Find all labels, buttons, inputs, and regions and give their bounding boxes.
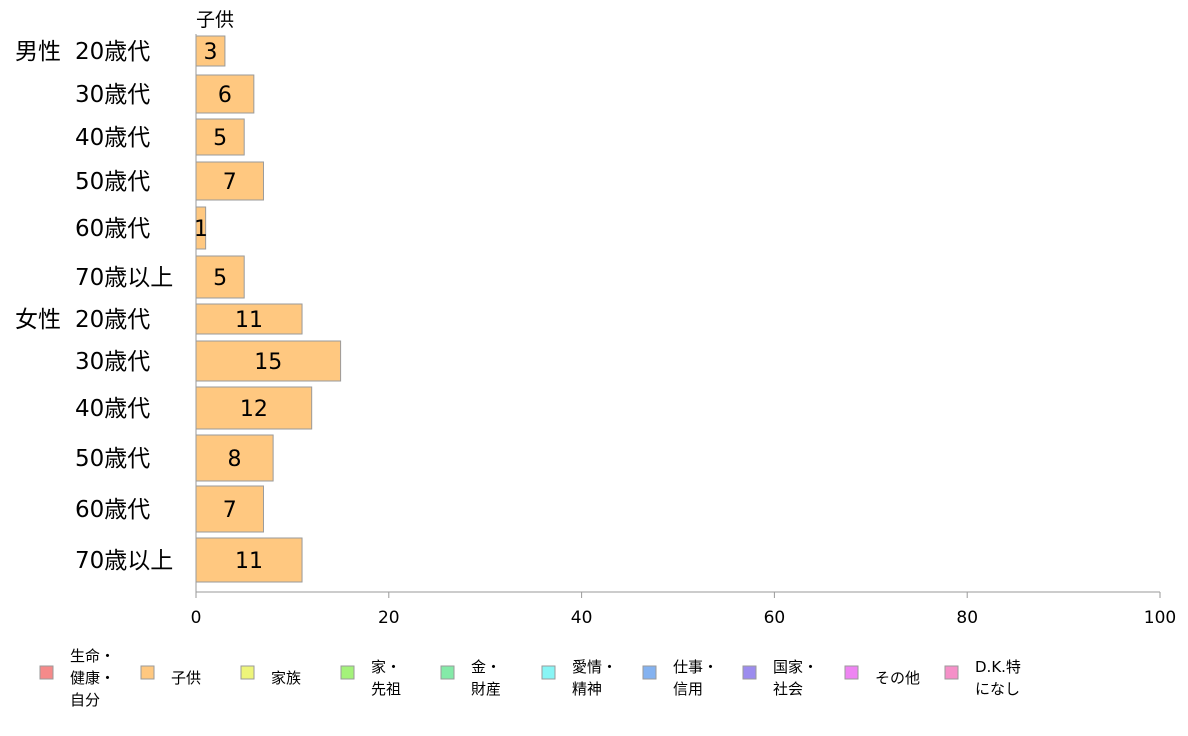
bar	[195, 537, 303, 583]
group-label: 男性	[15, 39, 61, 65]
category-label: 50歳代	[75, 446, 150, 472]
x-tick-label: 80	[956, 608, 978, 628]
bar	[195, 74, 255, 114]
bar	[195, 485, 264, 533]
legend-swatch	[440, 665, 455, 680]
legend-label: 家・	[371, 658, 401, 676]
bar-value-label: 5	[213, 266, 227, 291]
bar-value-label: 7	[223, 170, 237, 195]
legend-label: 金・	[471, 658, 501, 676]
group-label: 女性	[15, 307, 61, 333]
legend-swatch	[541, 665, 556, 680]
bar	[195, 255, 245, 299]
x-tick-label: 0	[191, 608, 202, 628]
legend-label: 子供	[171, 669, 201, 687]
legend-label: 先祖	[371, 680, 401, 698]
category-label: 60歳代	[75, 497, 150, 523]
category-label: 60歳代	[75, 216, 150, 242]
bar-value-label: 7	[223, 498, 237, 523]
bar	[195, 386, 313, 430]
x-tick-label: 60	[764, 608, 786, 628]
x-tick-label: 20	[378, 608, 400, 628]
legend-swatch	[642, 665, 657, 680]
legend-swatch	[844, 665, 859, 680]
category-label: 20歳代	[75, 39, 150, 65]
bar-value-label: 6	[218, 83, 232, 108]
legend-swatch	[140, 665, 155, 680]
legend-label: 財産	[471, 680, 501, 698]
legend-label: 自分	[70, 691, 100, 709]
category-label: 40歳代	[75, 125, 150, 151]
legend-label: 社会	[773, 680, 803, 698]
legend-label: 国家・	[773, 658, 818, 676]
legend-label: になし	[975, 680, 1020, 698]
legend-swatch	[944, 665, 959, 680]
category-label: 50歳代	[75, 169, 150, 195]
category-label: 20歳代	[75, 307, 150, 333]
legend-label: 愛情・	[572, 658, 617, 676]
legend-label: 生命・	[70, 647, 115, 665]
legend-swatch	[742, 665, 757, 680]
legend-label: 健康・	[70, 669, 115, 687]
bar	[195, 434, 274, 482]
legend-label: 精神	[572, 680, 602, 698]
series-title: 子供	[196, 9, 234, 31]
x-tick-label: 100	[1144, 608, 1176, 628]
bar	[195, 118, 245, 156]
bar-value-label: 8	[228, 447, 242, 472]
bar-value-label: 11	[235, 308, 263, 333]
category-label: 70歳以上	[75, 548, 173, 574]
legend-label: 仕事・	[673, 658, 718, 676]
legend-label: その他	[875, 669, 920, 687]
legend-swatch	[240, 665, 255, 680]
legend-label: 家族	[271, 669, 301, 687]
category-label: 70歳以上	[75, 265, 173, 291]
bar	[195, 161, 264, 201]
bar-value-label: 3	[203, 40, 217, 65]
bar-value-label: 5	[213, 126, 227, 151]
bar-value-label: 11	[235, 549, 263, 574]
legend-swatch	[340, 665, 355, 680]
x-tick-label: 40	[571, 608, 593, 628]
bar	[195, 340, 342, 382]
bar	[195, 303, 303, 335]
legend-label: 信用	[673, 680, 703, 698]
bar-value-label: 1	[194, 217, 208, 242]
category-label: 40歳代	[75, 396, 150, 422]
category-label: 30歳代	[75, 82, 150, 108]
bar-value-label: 15	[254, 350, 282, 375]
legend-label: D.K.特	[975, 658, 1021, 676]
legend-swatch	[39, 665, 54, 680]
bar-value-label: 12	[240, 397, 268, 422]
category-label: 30歳代	[75, 349, 150, 375]
